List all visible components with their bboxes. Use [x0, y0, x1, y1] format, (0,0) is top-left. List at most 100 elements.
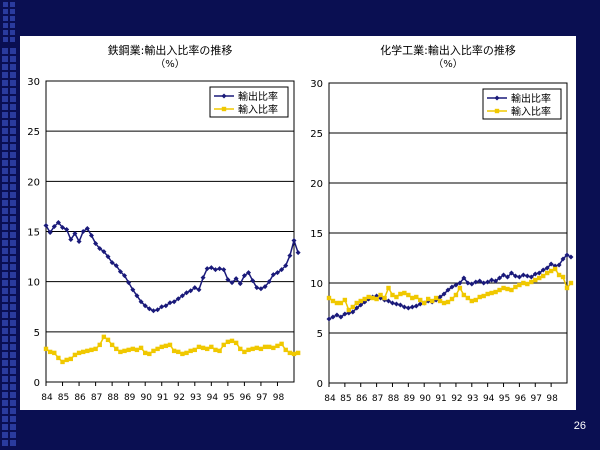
data-point	[200, 345, 206, 351]
decor-square	[2, 304, 8, 310]
data-point	[469, 281, 475, 287]
decor-square	[2, 384, 8, 390]
data-point	[47, 230, 53, 236]
data-point	[295, 350, 301, 356]
decor-square	[2, 352, 8, 358]
x-tick-label: 91	[157, 393, 168, 403]
data-point	[122, 273, 128, 279]
decor-square	[10, 440, 16, 446]
data-point	[548, 268, 554, 274]
data-point	[338, 300, 344, 306]
decor-square	[3, 37, 8, 42]
x-tick-label: 97	[256, 393, 267, 403]
data-point	[109, 260, 115, 266]
decor-square	[10, 23, 15, 28]
x-tick-label: 95	[223, 393, 234, 403]
data-point	[60, 224, 66, 230]
data-point	[167, 342, 173, 348]
data-point	[204, 266, 210, 272]
data-point	[516, 274, 522, 280]
data-point	[167, 300, 173, 306]
data-point	[393, 301, 399, 307]
data-point	[208, 265, 214, 271]
data-point	[143, 350, 148, 356]
decor-square	[10, 224, 16, 230]
legend-marker	[221, 106, 227, 112]
data-point	[461, 292, 467, 298]
data-point	[76, 350, 82, 356]
decor-square	[10, 424, 16, 430]
data-point	[330, 298, 336, 304]
data-point	[283, 347, 288, 353]
data-point	[370, 295, 375, 301]
data-point	[258, 346, 264, 352]
decor-square	[10, 416, 16, 422]
decor-square	[10, 160, 16, 166]
data-point	[433, 295, 439, 301]
decor-square	[2, 336, 8, 342]
data-point	[64, 226, 70, 232]
legend-label: 輸出比率	[511, 92, 551, 105]
data-point	[217, 266, 223, 272]
data-point	[184, 290, 190, 296]
decor-square	[2, 48, 8, 54]
data-point	[93, 241, 99, 247]
data-point	[233, 340, 239, 346]
data-point	[163, 303, 169, 309]
data-point	[401, 304, 407, 310]
data-point	[43, 222, 49, 228]
data-point	[274, 270, 280, 276]
data-point	[134, 347, 140, 353]
y-tick-label: 20	[27, 177, 40, 188]
decor-square	[2, 176, 8, 182]
data-point	[184, 350, 189, 356]
data-point	[544, 270, 550, 276]
data-point	[250, 278, 256, 284]
x-tick-label: 88	[107, 393, 119, 403]
decor-square	[2, 440, 8, 446]
data-point	[354, 300, 359, 306]
decor-square	[10, 256, 16, 262]
data-point	[270, 272, 276, 278]
x-tick-label: 90	[140, 393, 152, 403]
data-point	[473, 279, 479, 285]
x-tick-label: 84	[41, 393, 53, 403]
decor-square	[3, 9, 8, 14]
x-tick-label: 91	[435, 394, 446, 404]
data-point	[171, 299, 177, 305]
data-point	[505, 286, 510, 292]
legend-marker	[494, 108, 500, 114]
decor-square	[10, 392, 16, 398]
data-point	[171, 348, 177, 354]
decor-square	[10, 280, 16, 286]
x-tick-label: 88	[388, 394, 400, 404]
data-point	[548, 261, 554, 267]
decor-square	[2, 192, 8, 198]
x-tick-label: 90	[419, 394, 431, 404]
data-point	[196, 344, 202, 350]
data-point	[192, 285, 198, 291]
y-tick-label: 25	[27, 127, 40, 138]
data-point	[52, 350, 57, 356]
data-point	[205, 346, 210, 352]
data-point	[532, 271, 538, 277]
data-point	[552, 266, 558, 272]
decor-square	[2, 136, 8, 142]
data-point	[213, 347, 218, 353]
y-tick-label: 15	[27, 228, 40, 239]
decor-square	[3, 23, 8, 28]
data-point	[295, 250, 301, 256]
data-point	[413, 303, 419, 309]
data-point	[437, 294, 443, 300]
decor-square	[10, 72, 16, 78]
data-point	[410, 295, 415, 301]
decor-square	[2, 128, 8, 134]
data-point	[541, 273, 546, 279]
data-point	[105, 337, 111, 343]
decor-square	[2, 280, 8, 286]
data-point	[556, 262, 562, 268]
data-point	[114, 346, 119, 352]
data-point	[212, 267, 218, 273]
decor-square	[2, 96, 8, 102]
